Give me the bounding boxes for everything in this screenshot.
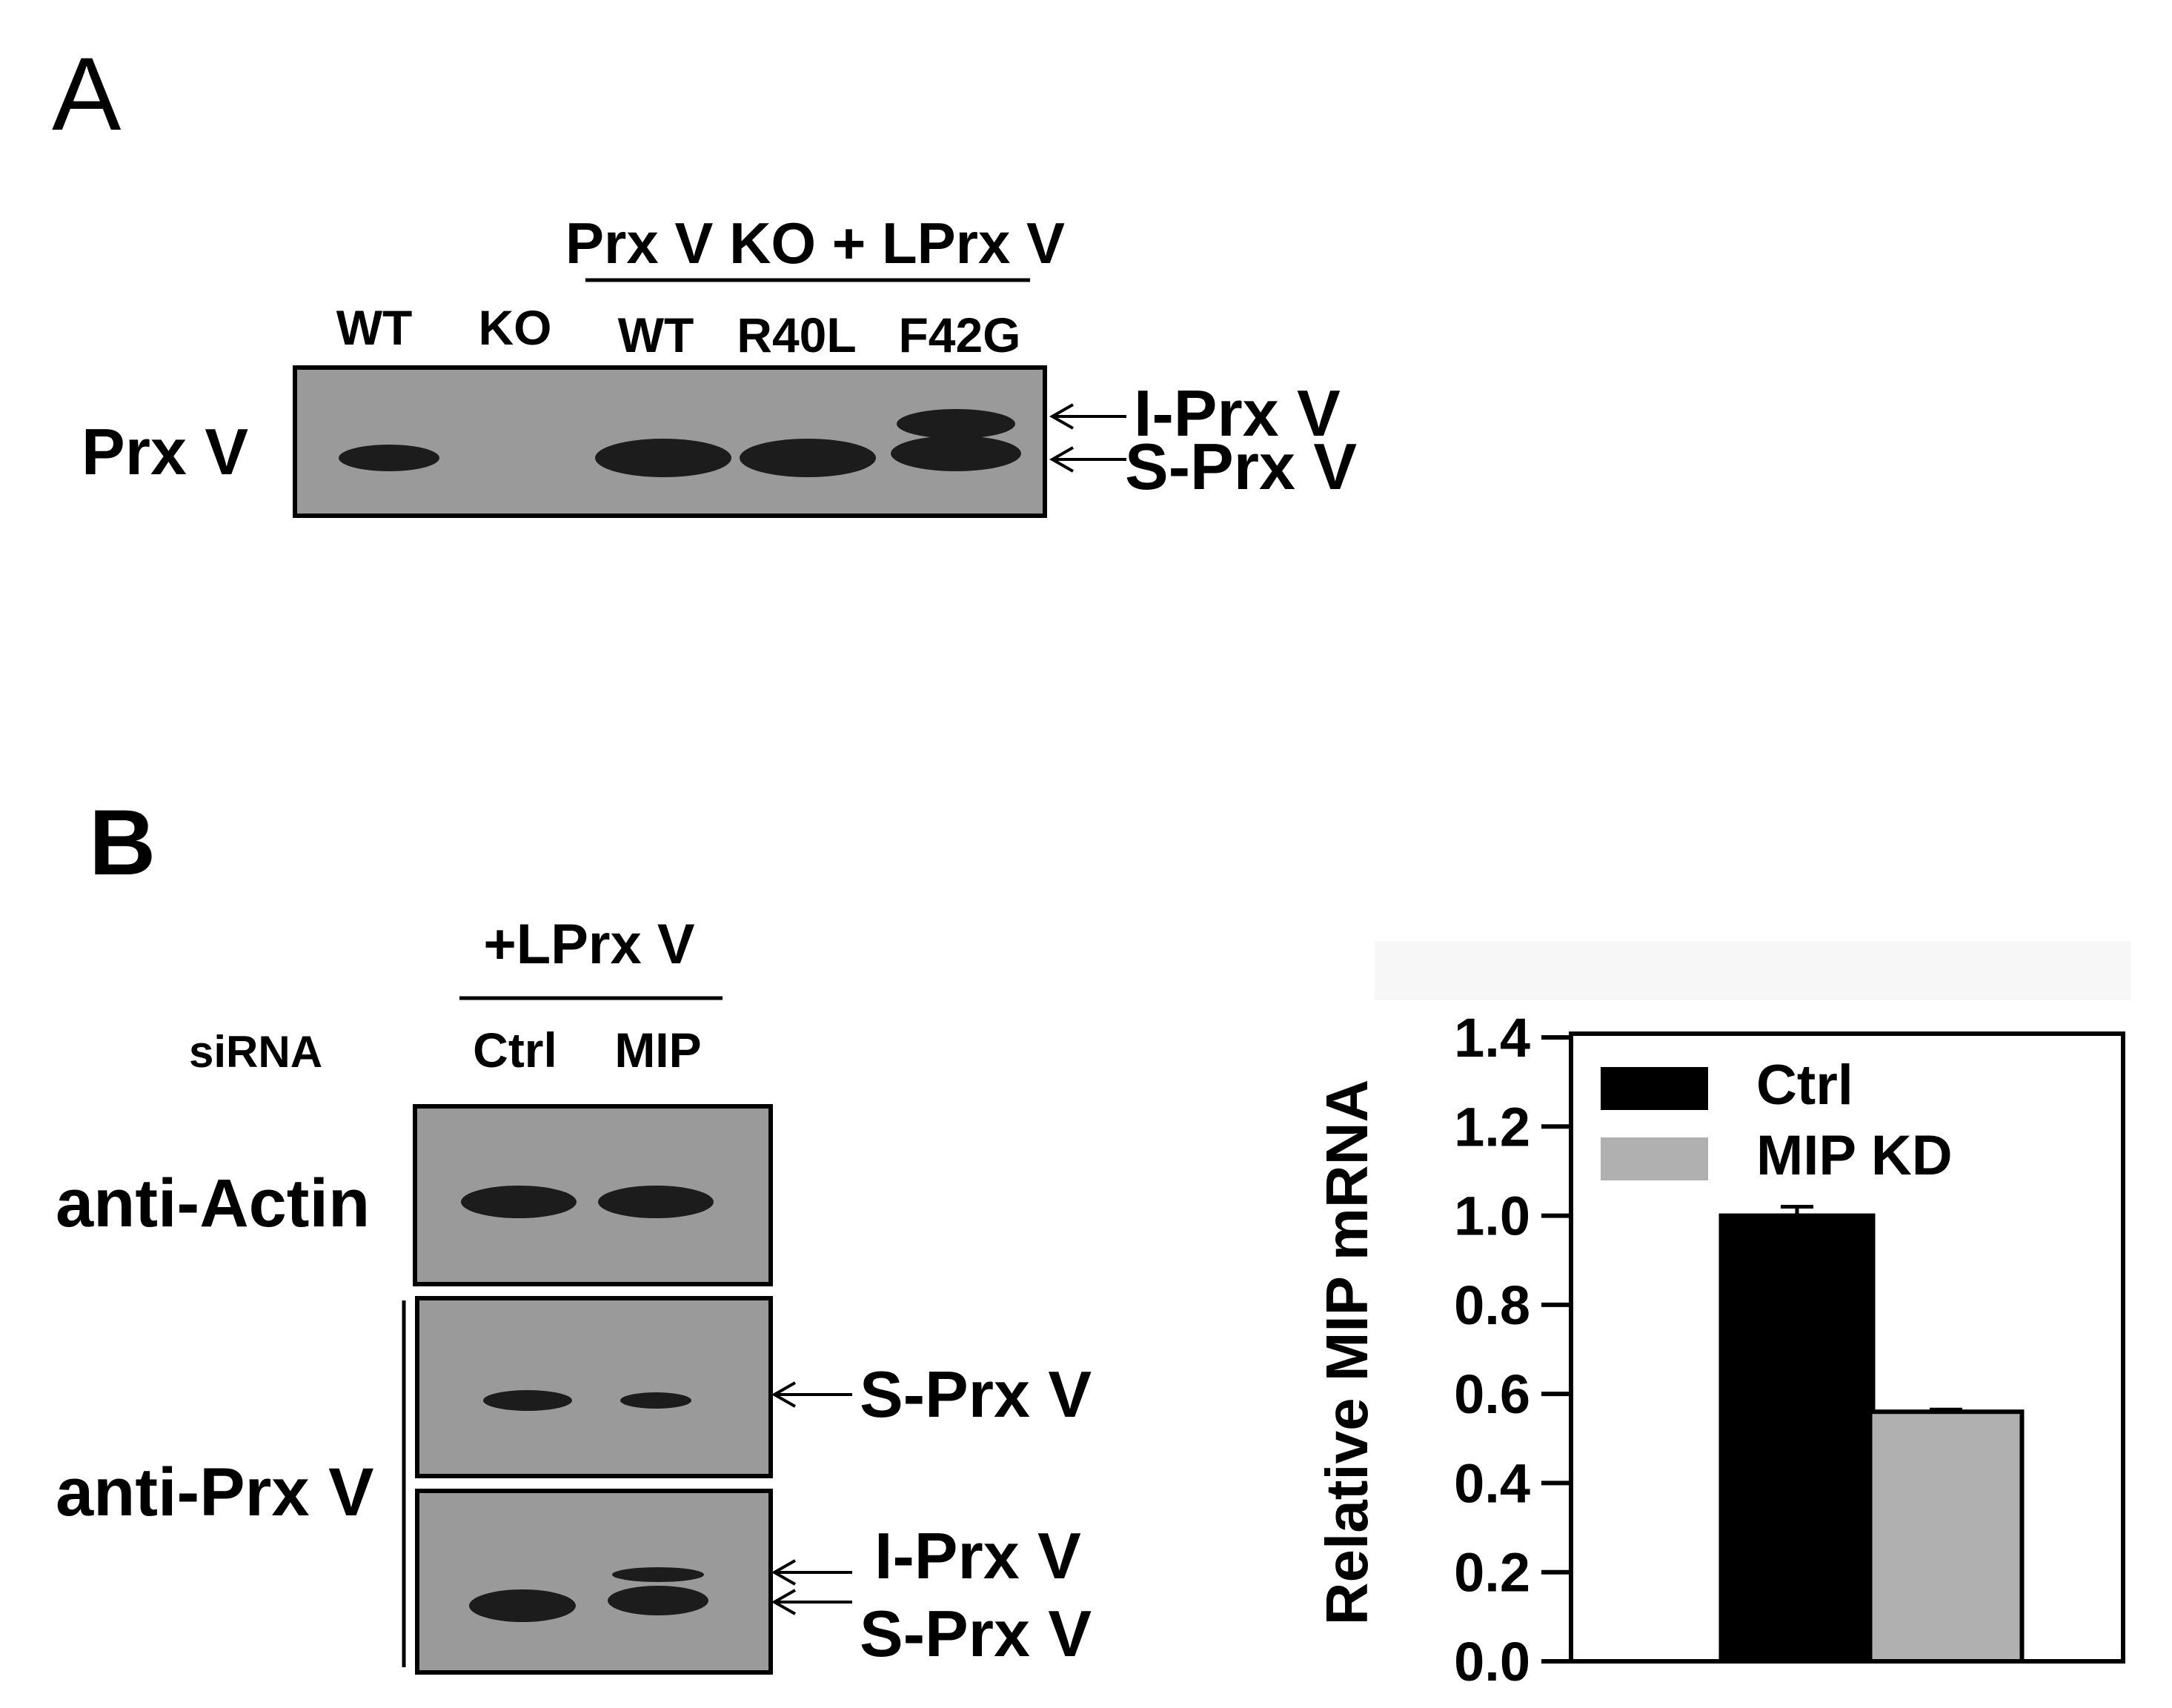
panel-b-band-prx-bottom-mip-lower	[608, 1586, 708, 1615]
panel-b-row-label-prx: anti-Prx V	[56, 1455, 373, 1530]
chart-y-axis-label: Relative MIP mRNA	[1314, 1080, 1380, 1626]
legend-label: Ctrl	[1756, 1054, 1853, 1117]
panel-b-blot-prx-bottom	[415, 1489, 773, 1675]
bar-mip-kd	[1867, 1409, 2025, 1664]
panel-b-group-header: +LPrx V	[483, 913, 694, 976]
panel-b-letter: B	[89, 791, 156, 894]
legend-swatch-ctrl	[1601, 1067, 1708, 1110]
y-tick-label: 0.6	[1454, 1363, 1530, 1425]
panel-a-arrow-upper	[1049, 403, 1126, 430]
panel-b-bottom-arrow-label-upper: I-Prx V	[874, 1519, 1081, 1592]
panel-a-band-f42g-lower	[891, 436, 1021, 471]
chart-top-shading	[1375, 941, 2131, 1000]
y-tick-label: 0.8	[1454, 1275, 1530, 1336]
panel-a-lane-5: F42G	[898, 308, 1020, 362]
bar-ctrl	[1718, 1213, 1876, 1664]
panel-a-band-r40l	[740, 439, 876, 477]
panel-b-bottom-arrow-label-lower: S-Prx V	[860, 1597, 1092, 1670]
panel-b-band-prx-bottom-mip-upper	[612, 1567, 704, 1582]
y-tick-label: 1.4	[1454, 1007, 1530, 1069]
panel-a-lane-2: KO	[479, 300, 552, 355]
mip-mrna-bar-chart: Relative MIP mRNA 0.0 0.2 0.4 0.6 0.8 1.0 1.2 1…	[1314, 941, 2131, 1692]
panel-b-band-prx-bottom-ctrl	[469, 1589, 576, 1622]
panel-b-sirna-label: siRNA	[189, 1027, 322, 1077]
panel-a-lane-3: WT	[618, 308, 694, 362]
panel-a-row-label: Prx V	[82, 415, 248, 488]
chart-legend: Ctrl MIP KD	[1601, 1054, 1953, 1187]
panel-b-row-label-actin: anti-Actin	[56, 1166, 370, 1241]
panel-b-middle-arrow	[771, 1381, 852, 1408]
panel-b-blot-prx-middle	[415, 1296, 773, 1478]
chart-bars	[1718, 1205, 2025, 1664]
panel-a-lane-1: WT	[336, 300, 413, 355]
panel-b-band-prx-middle-ctrl	[483, 1390, 572, 1411]
panel-a-band-wt	[339, 445, 439, 471]
panel-b-band-actin-mip	[598, 1186, 714, 1218]
legend-label: MIP KD	[1756, 1124, 1953, 1187]
panel-b-lane-mip: MIP	[614, 1023, 701, 1077]
panel-a-band-f42g-upper	[897, 409, 1015, 439]
panel-a-letter: A	[52, 36, 122, 152]
y-tick-label: 1.0	[1454, 1186, 1530, 1247]
chart-y-ticks: 0.0 0.2 0.4 0.6 0.8 1.0 1.2 1.4	[1454, 1007, 1571, 1692]
legend-swatch-mip-kd	[1601, 1137, 1708, 1180]
panel-a-group-header: Prx V KO + LPrx V	[565, 210, 1065, 276]
panel-b-bottom-arrow-lower	[771, 1589, 852, 1615]
y-tick-label: 0.4	[1454, 1452, 1530, 1514]
y-tick-label: 1.2	[1454, 1096, 1530, 1157]
panel-b-middle-arrow-label: S-Prx V	[860, 1358, 1092, 1431]
y-tick-label: 0.2	[1454, 1542, 1530, 1604]
panel-a-arrow-lower	[1049, 446, 1126, 473]
panel-a-arrow-label-upper: I-Prx V	[1134, 376, 1341, 450]
panel-b-bottom-arrow-upper	[771, 1559, 852, 1586]
panel-a-arrow-label-lower: S-Prx V	[1125, 430, 1357, 503]
y-tick-label: 0.0	[1454, 1631, 1530, 1692]
panel-b-band-prx-middle-mip	[620, 1392, 691, 1409]
panel-b-band-actin-ctrl	[461, 1186, 577, 1218]
panel-a-band-lprx-wt	[595, 439, 731, 477]
panel-b-lane-ctrl: Ctrl	[473, 1023, 557, 1077]
panel-a-lane-4: R40L	[737, 308, 856, 362]
